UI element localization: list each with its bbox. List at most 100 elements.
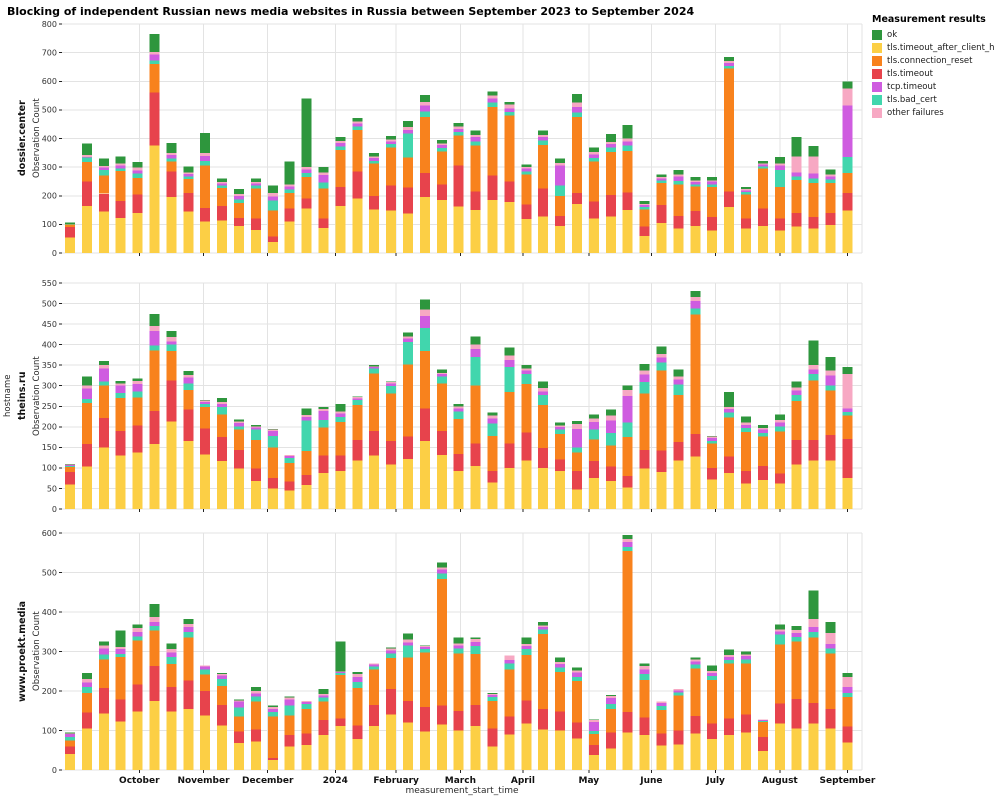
bar-segment bbox=[521, 637, 532, 644]
bar-segment bbox=[234, 202, 244, 218]
bar-segment bbox=[132, 384, 143, 392]
bar-segment bbox=[284, 458, 295, 463]
bar-segment bbox=[757, 168, 768, 209]
y-tick-label: 500 bbox=[42, 299, 57, 308]
bar-segment bbox=[741, 416, 751, 423]
bar-segment bbox=[65, 222, 75, 224]
bar-segment bbox=[605, 144, 616, 148]
bar-segment bbox=[98, 645, 109, 649]
facet-label-www-proekt-media: www.proekt.media bbox=[17, 600, 28, 703]
bar-segment bbox=[774, 163, 785, 166]
x-axis-title: measurement_start_time bbox=[405, 786, 519, 796]
bar-segment bbox=[115, 430, 126, 456]
bar-segment bbox=[605, 151, 616, 195]
bar-segment bbox=[301, 485, 312, 509]
bar-segment bbox=[419, 102, 430, 106]
bar-segment bbox=[149, 92, 160, 146]
bar-segment bbox=[335, 140, 346, 144]
bar-segment bbox=[166, 350, 177, 381]
bar-segment bbox=[318, 167, 329, 173]
bar-segment bbox=[724, 417, 735, 457]
bar-segment bbox=[555, 657, 566, 663]
bar-segment bbox=[673, 689, 684, 691]
y-axis-title-panel-3: Observation Count bbox=[32, 611, 42, 692]
bar-segment bbox=[386, 383, 397, 387]
bar-segment bbox=[234, 450, 244, 469]
bar-segment bbox=[250, 188, 261, 219]
bar-segment bbox=[149, 350, 160, 412]
bar-segment bbox=[791, 394, 802, 401]
bar-segment bbox=[132, 452, 143, 509]
bar-segment bbox=[538, 394, 549, 406]
bar-segment bbox=[403, 133, 413, 158]
y-tick-label: 600 bbox=[42, 529, 57, 538]
bar-segment bbox=[419, 647, 430, 650]
bar-segment bbox=[284, 699, 295, 706]
bar-segment bbox=[369, 152, 380, 157]
bar-segment bbox=[132, 684, 143, 712]
bar-segment bbox=[335, 673, 346, 676]
bar-segment bbox=[572, 667, 582, 671]
bar-segment bbox=[808, 627, 819, 632]
legend-item-other-failures: other failures bbox=[872, 108, 995, 118]
bar-segment bbox=[622, 396, 633, 423]
bar-segment bbox=[588, 720, 599, 723]
bar-segment bbox=[132, 212, 143, 253]
bar-segment bbox=[183, 166, 194, 173]
bar-segment bbox=[588, 154, 599, 158]
bar-segment bbox=[81, 444, 92, 467]
bar-segment bbox=[842, 210, 853, 253]
bar-segment bbox=[842, 415, 853, 440]
bar-segment bbox=[724, 63, 735, 67]
bar-segment bbox=[369, 160, 380, 164]
bar-segment bbox=[656, 701, 667, 703]
bar-segment bbox=[436, 372, 447, 375]
bar-segment bbox=[98, 385, 109, 418]
bar-segment bbox=[250, 729, 261, 742]
bar-segment bbox=[605, 708, 616, 733]
bar-segment bbox=[200, 669, 211, 675]
bar-segment bbox=[419, 309, 430, 316]
bar-segment bbox=[419, 117, 430, 173]
bar-segment bbox=[707, 723, 718, 740]
bar-segment bbox=[741, 228, 751, 253]
bar-segment bbox=[267, 430, 278, 436]
bar-segment bbox=[774, 631, 785, 635]
bar-segment bbox=[318, 427, 329, 456]
bar-segment bbox=[149, 411, 160, 445]
bar-segment bbox=[690, 733, 701, 770]
bar-segment bbox=[588, 460, 599, 479]
bar-segment bbox=[470, 385, 481, 444]
bar-segment bbox=[673, 695, 684, 731]
bar-segment bbox=[825, 644, 836, 649]
bar-segment bbox=[267, 708, 278, 712]
bar-segment bbox=[234, 699, 244, 701]
bar-segment bbox=[267, 705, 278, 707]
bar-segment bbox=[284, 454, 295, 456]
bar-segment bbox=[115, 385, 126, 394]
bar-segment bbox=[453, 637, 464, 644]
bar-segment bbox=[741, 190, 751, 193]
bar-segment bbox=[487, 692, 498, 694]
y-tick-label: 400 bbox=[42, 340, 57, 349]
bar-segment bbox=[504, 108, 515, 113]
bar-segment bbox=[284, 189, 295, 193]
bar-segment bbox=[538, 130, 549, 135]
bar-segment bbox=[555, 664, 566, 668]
bar-segment bbox=[555, 427, 566, 430]
bar-segment bbox=[487, 696, 498, 701]
bar-segment bbox=[538, 388, 549, 392]
bar-segment bbox=[352, 405, 363, 440]
bar-segment bbox=[301, 416, 312, 421]
bar-segment bbox=[825, 728, 836, 770]
bar-segment bbox=[741, 654, 751, 657]
bar-segment bbox=[65, 224, 75, 228]
bar-segment bbox=[774, 644, 785, 704]
bar-segment bbox=[81, 376, 92, 386]
bar-segment bbox=[318, 720, 329, 736]
bar-segment bbox=[555, 422, 566, 426]
bar-segment bbox=[200, 691, 211, 716]
bar-segment bbox=[605, 732, 616, 749]
bar-segment bbox=[791, 226, 802, 253]
